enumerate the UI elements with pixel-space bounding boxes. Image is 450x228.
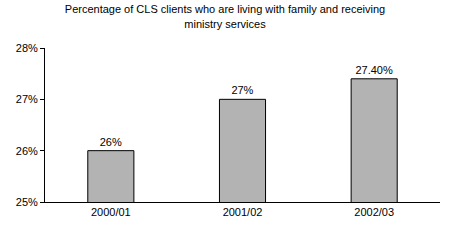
svg-text:26%: 26% bbox=[16, 145, 38, 157]
svg-text:Percentage of CLS clients who: Percentage of CLS clients who are living… bbox=[65, 3, 385, 29]
svg-text:27%: 27% bbox=[231, 84, 253, 96]
svg-text:25%: 25% bbox=[16, 196, 38, 208]
svg-text:28%: 28% bbox=[16, 42, 38, 54]
svg-text:26%: 26% bbox=[100, 136, 122, 148]
svg-text:2000/01: 2000/01 bbox=[91, 206, 131, 218]
svg-text:27.40%: 27.40% bbox=[355, 64, 393, 76]
svg-text:27%: 27% bbox=[16, 93, 38, 105]
svg-text:2002/03: 2002/03 bbox=[354, 206, 394, 218]
svg-text:2001/02: 2001/02 bbox=[223, 206, 263, 218]
